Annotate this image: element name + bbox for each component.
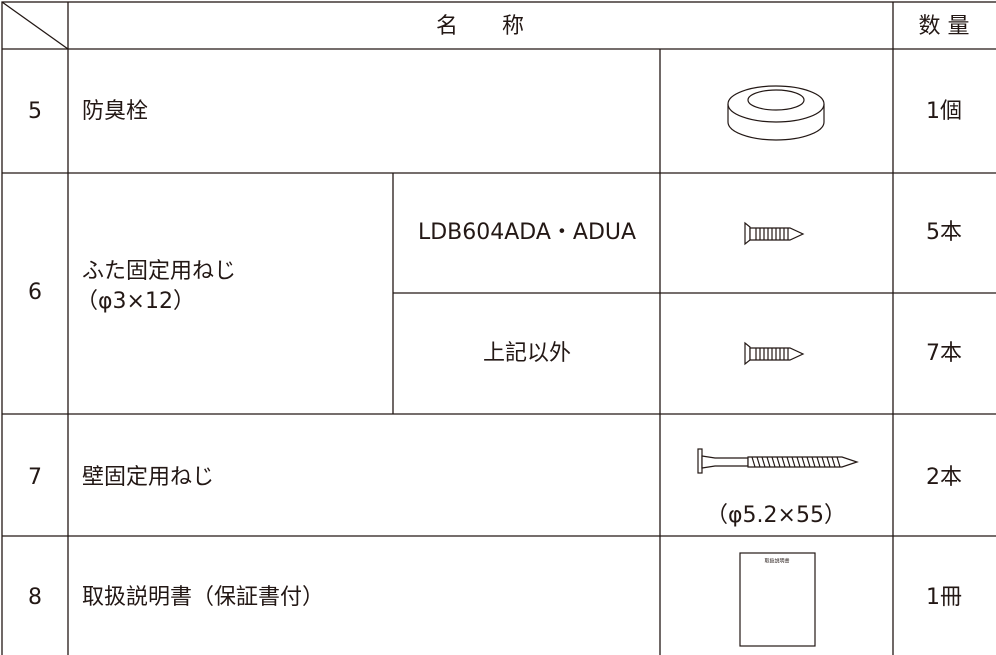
row-name: 防臭栓 (82, 99, 148, 124)
screw-icon (744, 341, 805, 366)
row-name: （φ3×12） (76, 289, 195, 314)
screw-icon (744, 221, 805, 246)
row-number: 5 (28, 99, 42, 124)
header-name: 名 称 (436, 14, 524, 39)
manual-label: 取扱説明書 (764, 558, 789, 565)
row-name: ふた固定用ねじ (82, 259, 236, 284)
row-number: 6 (28, 280, 42, 305)
variant-model: 上記以外 (483, 341, 571, 366)
row-quantity: 1冊 (926, 585, 962, 610)
row-name: 取扱説明書（保証書付） (82, 585, 324, 610)
row-quantity: 1個 (926, 99, 962, 124)
long-screw-icon (697, 448, 859, 474)
variant-model: LDB604ADA・ADUA (418, 220, 636, 245)
cap-icon (727, 85, 825, 141)
row-number: 8 (28, 585, 42, 610)
header-quantity: 数 量 (919, 14, 970, 39)
size-caption: （φ5.2×55） (706, 503, 846, 528)
manual-icon: 取扱説明書 (739, 552, 816, 647)
row-quantity: 2本 (926, 465, 962, 490)
variant-quantity: 7本 (926, 341, 962, 366)
row-number: 7 (28, 465, 42, 490)
row-name: 壁固定用ねじ (82, 465, 214, 490)
variant-quantity: 5本 (926, 220, 962, 245)
